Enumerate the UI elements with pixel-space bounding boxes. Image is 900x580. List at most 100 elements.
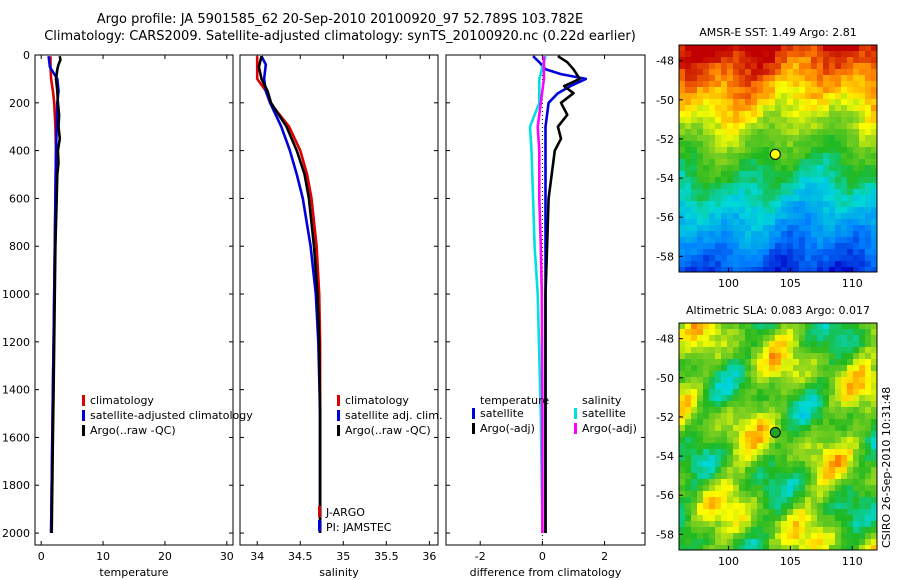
sla_map-field-cell [703,407,710,414]
sst_map-field-cell [775,219,782,226]
sst_map-field-cell [733,87,740,94]
sst_map-field-cell [811,171,818,178]
sla_map-field-cell [709,383,716,390]
sla_map-field-cell [721,485,728,492]
sst_map-field-cell [739,225,746,232]
sla_map-field-cell [733,449,740,456]
sst_map-field-cell [829,171,836,178]
sla_map-field-cell [751,473,758,480]
sst_map-field-cell [865,87,872,94]
sst_map-field-cell [853,219,860,226]
sla_map-field-cell [817,359,824,366]
sla_map-field-cell [805,455,812,462]
sla_map-field-cell [787,383,794,390]
sst_map-field-cell [841,57,848,64]
sla_map-field-cell [727,359,734,366]
sla_map-field-cell [739,443,746,450]
sla_map-field-cell [829,449,836,456]
sla_map-field-cell [727,347,734,354]
sla_map-field-cell [739,365,746,372]
sst_map-field-cell [733,231,740,238]
sst_map-field-cell [799,141,806,148]
sla_map-field-cell [763,365,770,372]
sst_map-field-cell [709,267,716,273]
sst_map-field-cell [757,69,764,76]
sla_map-field-cell [679,347,686,354]
sst_map-field-cell [865,171,872,178]
sla_map-field-cell [715,407,722,414]
sst_map-field-cell [733,159,740,166]
sst_map-field-cell [811,231,818,238]
sst_map-field-cell [817,189,824,196]
sst_map-field-cell [763,123,770,130]
sla_map-field-cell [727,545,734,551]
sst_map-field-cell [697,93,704,100]
sst_map-field-cell [763,267,770,273]
sla_map-field-cell [733,359,740,366]
sla_map-field-cell [841,425,848,432]
sla_map-field-cell [805,515,812,522]
sla_map-field-cell [751,329,758,336]
sla_map-field-cell [685,491,692,498]
sla_map-field-cell [847,323,854,330]
sla_map-field-cell [703,533,710,540]
sst_map-field-cell [799,57,806,64]
sla_map-field-cell [781,509,788,516]
sst_map-field-cell [871,93,878,100]
sla_map-field-cell [787,527,794,534]
sst_map-field-cell [685,225,692,232]
sst_map-field-cell [733,255,740,262]
sst_map-field-cell [751,177,758,184]
sla_map-field-cell [721,539,728,546]
sla_map-field-cell [865,461,872,468]
sla_map-field-cell [805,527,812,534]
sla_map-field-cell [817,539,824,546]
sst_map-field-cell [865,75,872,82]
sst_map-field-cell [679,153,686,160]
sla_map-field-cell [829,533,836,540]
sla_map-field-cell [793,389,800,396]
sla_map-field-cell [709,377,716,384]
sla_map-field-cell [721,461,728,468]
sla_map-field-cell [817,323,824,330]
sst_map-field-cell [793,45,800,52]
difference-xtick-label: -2 [475,550,486,563]
sla_map-field-cell [685,347,692,354]
sst_map-field-cell [751,123,758,130]
sst_map-field-cell [865,243,872,250]
sla_map-field-cell [847,353,854,360]
sst_map-field-cell [679,177,686,184]
sla_map-field-cell [751,437,758,444]
sst_map-field-cell [769,69,776,76]
sst_map-field-cell [817,255,824,262]
sst_map-field-cell [835,225,842,232]
sst_map-field-cell [871,111,878,118]
sla_map-field-cell [805,497,812,504]
sst_map-field-cell [805,237,812,244]
sla_map-field-cell [727,443,734,450]
sst_map-field-cell [841,237,848,244]
sla_map-field-cell [703,503,710,510]
sla_map-field-cell [745,461,752,468]
sla_map-field-cell [841,395,848,402]
sla_map-field-cell [829,371,836,378]
sst_map-field-cell [841,135,848,142]
sla_map-field-cell [721,545,728,551]
sla_map-field-cell [811,407,818,414]
sla_map-field-cell [733,425,740,432]
sst_map-field-cell [871,237,878,244]
sla_map-field-cell [811,371,818,378]
sst_map-field-cell [775,69,782,76]
sla_map-field-cell [859,425,866,432]
sst_map-field-cell [865,201,872,208]
sla_map-field-cell [769,479,776,486]
sst_map-field-cell [781,75,788,82]
sst_map-field-cell [817,195,824,202]
sst_map-field-cell [817,63,824,70]
sla_map-field-cell [763,461,770,468]
sla_map-field-cell [817,341,824,348]
sla_map-field-cell [823,371,830,378]
sla_map-field-cell [715,371,722,378]
sla_map-field-cell [823,323,830,330]
sst_map-field-cell [787,249,794,256]
